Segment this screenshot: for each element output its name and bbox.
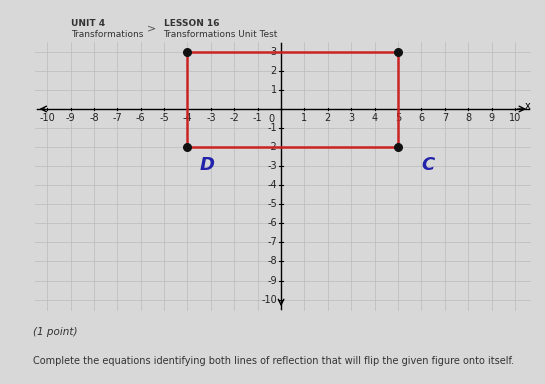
Text: -8: -8 bbox=[267, 257, 277, 266]
Text: 3: 3 bbox=[348, 113, 354, 123]
Text: 6: 6 bbox=[419, 113, 425, 123]
Text: Transformations: Transformations bbox=[71, 30, 143, 39]
Text: C: C bbox=[421, 156, 435, 174]
Text: -2: -2 bbox=[229, 113, 239, 123]
Text: x: x bbox=[525, 101, 531, 111]
Text: -2: -2 bbox=[267, 142, 277, 152]
Text: 9: 9 bbox=[488, 113, 495, 123]
Text: Transformations Unit Test: Transformations Unit Test bbox=[164, 30, 278, 39]
Text: -9: -9 bbox=[66, 113, 75, 123]
Text: -7: -7 bbox=[267, 237, 277, 247]
Text: 2: 2 bbox=[325, 113, 331, 123]
Text: -1: -1 bbox=[267, 123, 277, 133]
Text: -4: -4 bbox=[267, 180, 277, 190]
Text: -9: -9 bbox=[267, 276, 277, 286]
Text: -6: -6 bbox=[136, 113, 146, 123]
Text: -6: -6 bbox=[267, 218, 277, 228]
Text: -3: -3 bbox=[267, 161, 277, 171]
Text: 5: 5 bbox=[395, 113, 401, 123]
Text: -8: -8 bbox=[89, 113, 99, 123]
Text: -10: -10 bbox=[39, 113, 55, 123]
Text: 10: 10 bbox=[509, 113, 521, 123]
Text: 0: 0 bbox=[268, 114, 274, 124]
Text: 7: 7 bbox=[441, 113, 448, 123]
Text: -4: -4 bbox=[183, 113, 192, 123]
Point bbox=[183, 144, 192, 150]
Text: (1 point): (1 point) bbox=[33, 327, 77, 337]
Point bbox=[183, 49, 192, 55]
Text: D: D bbox=[199, 156, 214, 174]
Text: 1: 1 bbox=[271, 85, 277, 95]
Text: >: > bbox=[147, 24, 156, 34]
Text: -3: -3 bbox=[206, 113, 216, 123]
Text: UNIT 4: UNIT 4 bbox=[71, 18, 105, 28]
Text: -5: -5 bbox=[159, 113, 169, 123]
Point bbox=[393, 144, 402, 150]
Point bbox=[393, 49, 402, 55]
Text: -10: -10 bbox=[261, 295, 277, 305]
Text: 4: 4 bbox=[372, 113, 378, 123]
Text: Complete the equations identifying both lines of reflection that will flip the g: Complete the equations identifying both … bbox=[33, 356, 514, 366]
Text: 3: 3 bbox=[271, 47, 277, 57]
Text: -7: -7 bbox=[112, 113, 122, 123]
Text: -1: -1 bbox=[253, 113, 263, 123]
Text: 2: 2 bbox=[271, 66, 277, 76]
Text: 1: 1 bbox=[301, 113, 307, 123]
Text: 8: 8 bbox=[465, 113, 471, 123]
Text: LESSON 16: LESSON 16 bbox=[164, 18, 219, 28]
Text: -5: -5 bbox=[267, 199, 277, 209]
